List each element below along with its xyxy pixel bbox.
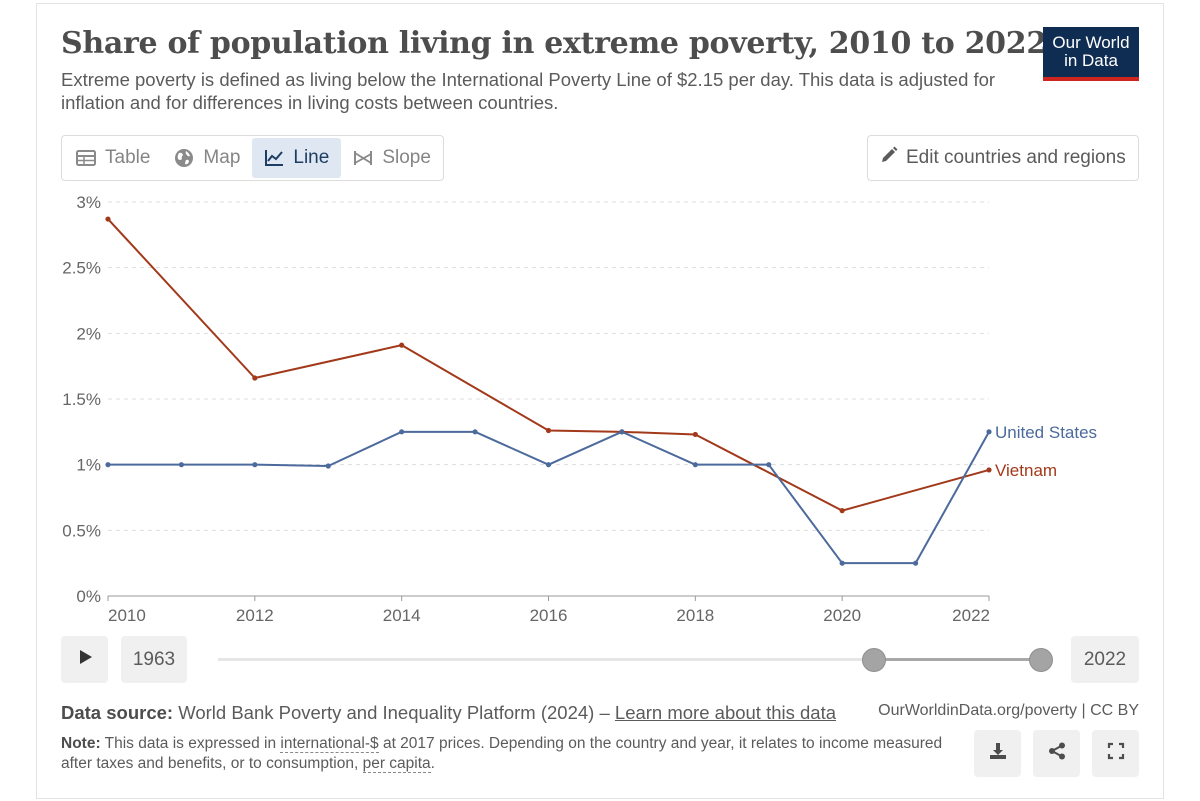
data-point <box>839 508 845 514</box>
x-tick-label: 2020 <box>823 606 861 625</box>
x-axis: 2010 2012 2014 2016 2018 2020 2022 <box>107 595 990 625</box>
note-label: Note: <box>61 735 101 752</box>
data-point <box>325 463 331 469</box>
logo-line-1: Our World <box>1052 33 1130 52</box>
play-icon <box>77 649 93 670</box>
series-line-united-states <box>108 430 990 565</box>
international-dollar-link[interactable]: international-$ <box>280 735 379 753</box>
timeline-end-handle[interactable] <box>1029 648 1053 672</box>
timeline-track[interactable] <box>218 658 1042 661</box>
play-button[interactable] <box>61 636 108 683</box>
data-point <box>252 375 258 381</box>
data-point <box>912 560 919 566</box>
data-point <box>839 560 845 566</box>
edit-countries-label: Edit countries and regions <box>906 147 1126 168</box>
series <box>105 216 992 566</box>
data-point <box>178 462 185 468</box>
data-point <box>545 427 552 434</box>
download-icon <box>989 742 1007 765</box>
y-tick-label: 2% <box>76 324 101 343</box>
note-text-1: This data is expressed in <box>104 735 277 752</box>
note-text-3: . <box>430 755 435 772</box>
data-source-text: World Bank Poverty and Inequality Platfo… <box>178 702 610 723</box>
timeline-start-handle[interactable] <box>862 648 886 672</box>
data-point <box>105 216 111 222</box>
series-line-vietnam <box>107 218 990 512</box>
data-point <box>105 462 111 468</box>
note-text-2: at 2017 prices. Depending on the country… <box>61 735 943 772</box>
table-icon <box>76 150 96 166</box>
y-tick-label: 1% <box>76 456 101 475</box>
x-tick-label: 2012 <box>236 606 274 625</box>
y-tick-label: 2.5% <box>62 259 101 278</box>
y-axis: 0% 0.5% 1% 1.5% 2% 2.5% 3% <box>62 193 101 606</box>
learn-more-link[interactable]: Learn more about this data <box>614 702 837 723</box>
x-tick-label: 2016 <box>530 606 568 625</box>
data-point <box>986 429 992 435</box>
site-credit[interactable]: OurWorldinData.org/poverty | CC BY <box>878 702 1139 719</box>
data-point <box>252 462 258 468</box>
series-label-vietnam: Vietnam <box>995 461 1057 480</box>
per-capita-link[interactable]: per capita <box>362 755 431 773</box>
tab-line-label: Line <box>293 147 330 168</box>
timeline-end-year: 2022 <box>1071 636 1139 683</box>
x-tick-label: 2018 <box>676 606 714 625</box>
data-point <box>619 429 625 435</box>
fullscreen-icon <box>1107 742 1125 765</box>
data-source-label: Data source: <box>61 702 174 723</box>
share-button[interactable] <box>1033 730 1080 777</box>
x-tick-label: 2014 <box>383 606 421 625</box>
line-chart-icon <box>264 149 284 167</box>
x-tick-label: 2022 <box>952 606 990 625</box>
data-point <box>545 462 552 468</box>
chart-title: Share of population living in extreme po… <box>61 26 1047 61</box>
view-tabs: Table Map Line Slope <box>61 135 444 181</box>
series-labels: Vietnam United States <box>995 423 1097 480</box>
data-point <box>692 431 698 438</box>
tab-table[interactable]: Table <box>64 138 162 178</box>
tab-table-label: Table <box>105 147 151 168</box>
slope-icon <box>353 150 373 166</box>
y-tick-label: 3% <box>76 193 101 212</box>
data-point <box>692 462 698 468</box>
share-icon <box>1048 742 1066 765</box>
owid-logo[interactable]: Our World in Data <box>1043 27 1139 81</box>
y-tick-label: 1.5% <box>62 390 101 409</box>
series-label-united-states: United States <box>995 423 1097 442</box>
y-tick-label: 0.5% <box>62 521 101 540</box>
tab-slope[interactable]: Slope <box>341 138 443 178</box>
grid-lines <box>108 201 989 531</box>
download-button[interactable] <box>974 730 1021 777</box>
tab-map[interactable]: Map <box>162 138 252 178</box>
edit-countries-button[interactable]: Edit countries and regions <box>867 135 1139 181</box>
globe-icon <box>174 148 194 168</box>
timeline-start-year: 1963 <box>121 636 187 683</box>
chart-subtitle: Extreme poverty is defined as living bel… <box>61 69 996 113</box>
data-source: Data source: World Bank Poverty and Ineq… <box>61 702 836 724</box>
x-tick-label: 2010 <box>108 606 146 625</box>
data-point <box>399 429 405 435</box>
y-tick-label: 0% <box>76 587 101 606</box>
tab-map-label: Map <box>203 147 241 168</box>
tab-line[interactable]: Line <box>252 138 342 178</box>
tab-slope-label: Slope <box>382 147 431 168</box>
chart-note: Note: This data is expressed in internat… <box>61 734 951 774</box>
data-point <box>472 429 478 435</box>
pencil-icon <box>880 146 898 170</box>
logo-line-2: in Data <box>1064 51 1118 70</box>
data-point <box>766 462 772 468</box>
timeline-selected-range <box>874 658 1041 661</box>
fullscreen-button[interactable] <box>1092 730 1139 777</box>
data-point <box>399 342 405 348</box>
data-point <box>986 467 992 473</box>
